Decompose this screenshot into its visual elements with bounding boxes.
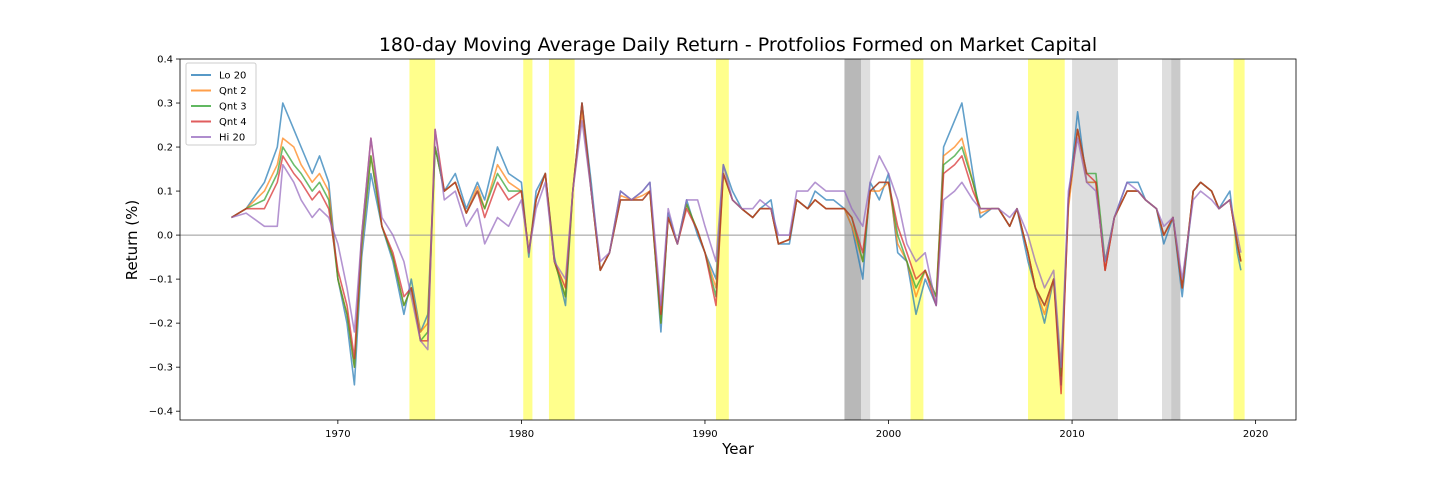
- y-tick-label: 0.2: [157, 143, 173, 154]
- y-axis-ticks: −0.4 −0.3 −0.2 −0.1 0.0 0.1 0.2 0.3 0.4: [149, 55, 180, 418]
- shaded-period-9: [1162, 59, 1172, 420]
- x-tick-label: 2020: [1243, 429, 1268, 440]
- series-line-hi-20: [231, 119, 1242, 369]
- legend-label: Qnt 3: [219, 102, 247, 113]
- legend: Lo 20 Qnt 2 Qnt 3 Qnt 4 Hi 20: [185, 62, 257, 146]
- series-lines: [230, 102, 1242, 395]
- legend-label: Qnt 2: [219, 86, 247, 97]
- y-tick-label: 0.4: [157, 55, 173, 66]
- x-tick-label: 1980: [509, 429, 534, 440]
- legend-label: Lo 20: [219, 71, 246, 82]
- series-line-qnt-4: [230, 102, 1242, 395]
- x-axis-label: Year: [721, 440, 755, 458]
- x-tick-label: 1970: [325, 429, 350, 440]
- x-axis-ticks: 1970 1980 1990 2000 2010 2020: [325, 420, 1268, 440]
- chart-title: 180-day Moving Average Daily Return - Pr…: [379, 34, 1097, 56]
- legend-box: [185, 62, 257, 146]
- x-tick-label: 1990: [692, 429, 717, 440]
- y-tick-label: 0.1: [157, 187, 173, 198]
- y-tick-label: −0.3: [149, 363, 173, 374]
- y-tick-label: 0.0: [157, 231, 173, 242]
- shaded-period-11: [1233, 59, 1245, 420]
- plot-frame: [179, 58, 1297, 421]
- y-tick-label: 0.3: [157, 99, 173, 110]
- shaded-period-3: [715, 59, 729, 420]
- x-tick-label: 2000: [876, 429, 901, 440]
- y-tick-label: −0.1: [149, 275, 173, 286]
- legend-label: Hi 20: [219, 133, 245, 144]
- x-tick-label: 2010: [1059, 429, 1084, 440]
- legend-label: Qnt 4: [219, 117, 247, 128]
- y-tick-label: −0.4: [149, 407, 173, 418]
- y-axis-label: Return (%): [123, 200, 141, 281]
- shaded-period-6: [910, 59, 924, 420]
- y-tick-label: −0.2: [149, 319, 173, 330]
- shaded-periods: [409, 59, 1245, 420]
- shaded-period-4: [844, 59, 861, 420]
